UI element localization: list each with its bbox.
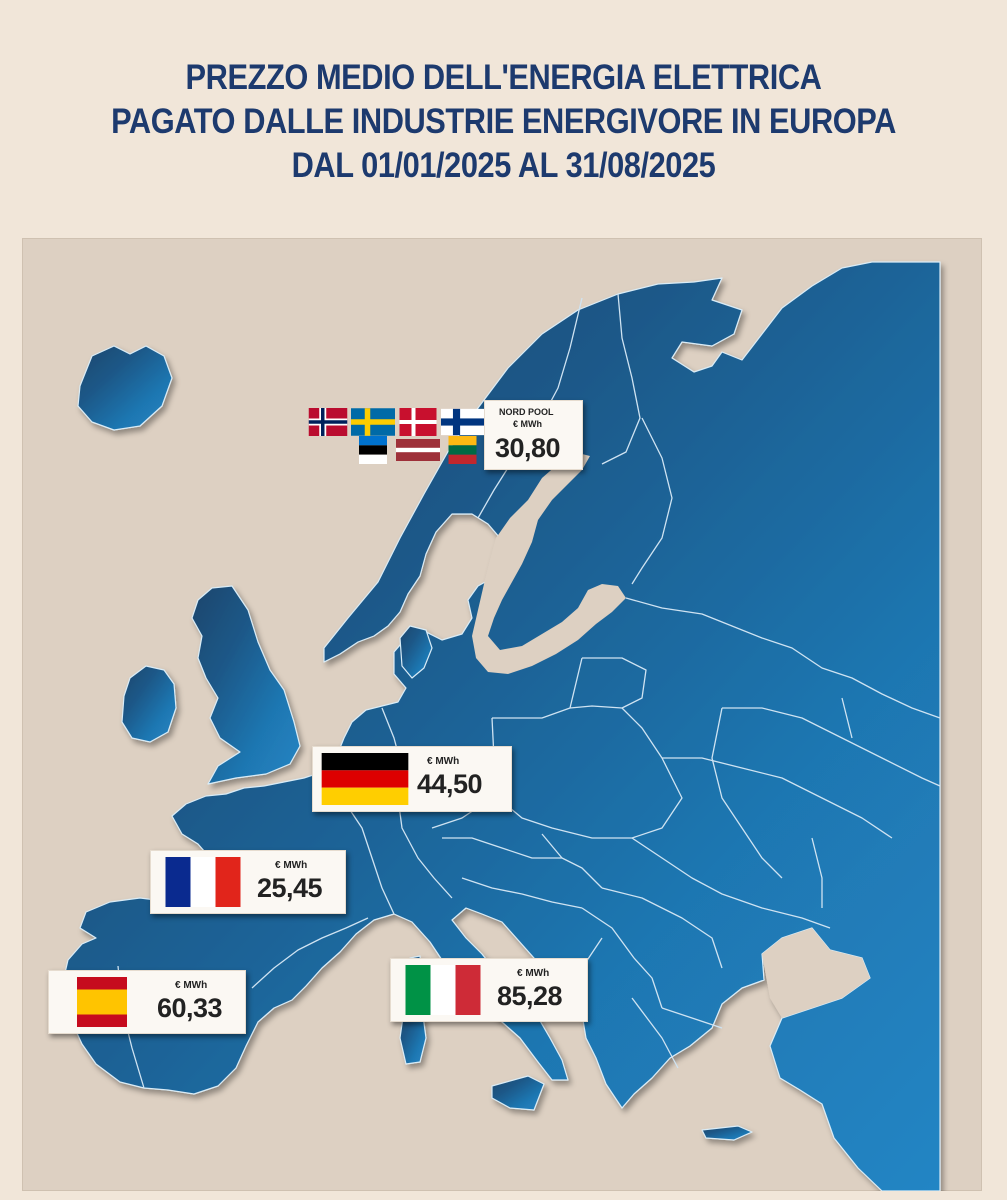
italy-unit: € MWh — [517, 968, 550, 979]
europe-map — [61, 261, 941, 1191]
spain-flag — [77, 977, 127, 1027]
germany-flag — [321, 753, 409, 805]
italy-price-card: € MWh 85,28 — [390, 958, 588, 1022]
title-line-2: PAGATO DALLE INDUSTRIE ENERGIVORE IN EUR… — [111, 102, 896, 141]
baltic-sea — [472, 452, 626, 674]
iceland-shape — [77, 345, 173, 431]
norway-flag — [308, 408, 348, 436]
france-value: 25,45 — [257, 873, 323, 903]
nordpool-label: NORD POOL — [499, 407, 554, 417]
europe-map-panel: NORD POOL € MWh 30,80 € MWh 44,50 € MWh … — [22, 238, 982, 1191]
germany-price-card: € MWh 44,50 — [312, 746, 512, 812]
spain-price-card: € MWh 60,33 — [48, 970, 246, 1034]
nordpool-price-card: NORD POOL € MWh 30,80 — [484, 400, 583, 470]
spain-value: 60,33 — [157, 993, 223, 1023]
nordpool-unit: € MWh — [513, 419, 542, 429]
title-line-3: DAL 01/01/2025 AL 31/08/2025 — [291, 146, 716, 185]
black-sea — [762, 928, 870, 1018]
sweden-flag — [351, 408, 395, 436]
map-title: PREZZO MEDIO DELL'ENERGIA ELETTRICA PAGA… — [60, 56, 946, 188]
denmark-flag — [399, 408, 437, 436]
italy-value: 85,28 — [497, 981, 563, 1011]
germany-unit: € MWh — [427, 756, 460, 767]
latvia-flag — [396, 439, 440, 461]
nordpool-value: 30,80 — [495, 433, 561, 463]
great-britain-shape — [191, 585, 301, 785]
estonia-flag — [359, 436, 387, 464]
crete-shape — [701, 1125, 753, 1141]
ireland-shape — [121, 665, 177, 743]
france-flag — [165, 857, 241, 907]
germany-value: 44,50 — [417, 769, 483, 799]
title-line-1: PREZZO MEDIO DELL'ENERGIA ELETTRICA — [185, 58, 822, 97]
finland-flag — [441, 408, 484, 436]
spain-unit: € MWh — [175, 980, 208, 991]
france-unit: € MWh — [275, 860, 308, 871]
sicily-shape — [491, 1075, 545, 1111]
lithuania-flag — [448, 436, 477, 464]
france-price-card: € MWh 25,45 — [150, 850, 346, 914]
italy-flag — [405, 965, 481, 1015]
denmark-shape — [399, 625, 433, 679]
